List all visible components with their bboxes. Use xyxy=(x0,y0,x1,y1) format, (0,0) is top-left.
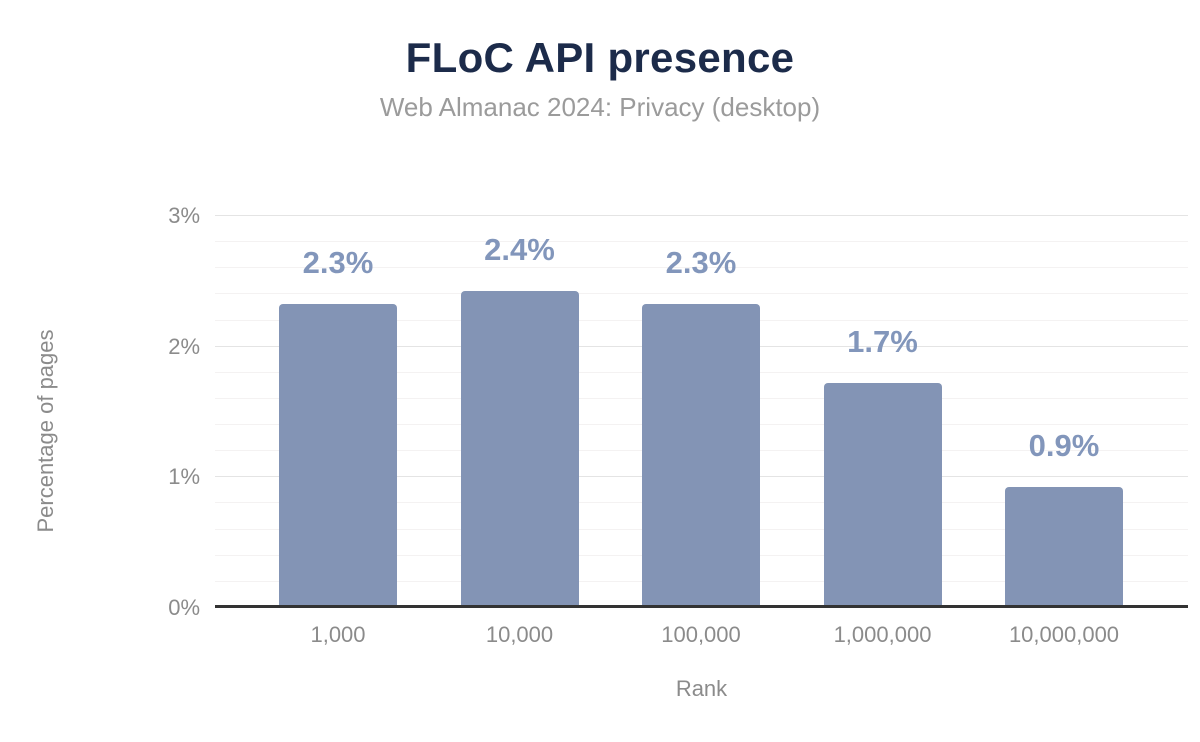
y-tick-label: 2% xyxy=(168,333,200,359)
bar-1,000,000[interactable] xyxy=(823,382,942,605)
minor-gridline xyxy=(215,267,1188,269)
y-tick-label: 1% xyxy=(168,464,200,490)
chart-subtitle: Web Almanac 2024: Privacy (desktop) xyxy=(379,92,821,122)
bar-value-label: 2.3% xyxy=(665,245,737,281)
x-tick-label: 1,000 xyxy=(310,622,366,647)
y-axis-title: Percentage of pages xyxy=(33,329,58,533)
x-tick-label: 100,000 xyxy=(661,622,741,647)
y-tick-label: 0% xyxy=(168,595,200,620)
bar-value-label: 0.9% xyxy=(1028,428,1100,464)
x-axis-title: Rank xyxy=(675,676,728,701)
y-tick-label: 3% xyxy=(168,203,200,228)
x-axis-line xyxy=(215,605,1188,608)
major-gridline xyxy=(215,215,1188,216)
x-tick-label: 10,000 xyxy=(485,622,554,647)
bar-100,000[interactable] xyxy=(642,304,760,605)
bar-10,000,000[interactable] xyxy=(1005,487,1123,605)
chart-title: FLoC API presence xyxy=(405,34,795,81)
x-tick-label: 1,000,000 xyxy=(833,622,932,647)
bar-10,000[interactable] xyxy=(460,291,579,605)
bar-1,000[interactable] xyxy=(279,304,397,605)
bar-value-label: 1.7% xyxy=(847,323,918,359)
bar-value-label: 2.3% xyxy=(302,245,374,281)
minor-gridline xyxy=(215,293,1188,295)
plot-area: Rank 0% 1% 2% 3% 2.3% 2.4% 2.3% 1.7% 0.9% 1,000 10… xyxy=(168,203,1188,701)
x-tick-label: 10,000,000 xyxy=(1008,622,1120,647)
bar-value-label: 2.4% xyxy=(484,232,555,268)
minor-gridline xyxy=(215,241,1188,243)
